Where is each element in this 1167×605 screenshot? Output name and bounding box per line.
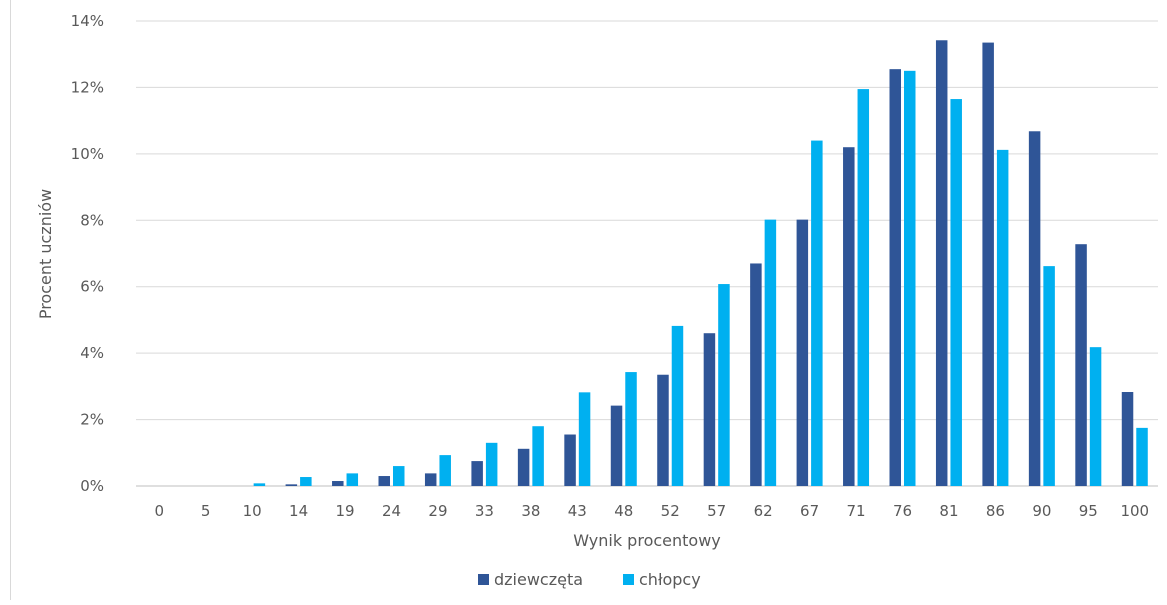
legend: dziewczęta chłopcy <box>478 570 701 589</box>
frame-left-border <box>10 0 11 600</box>
y-tick-label: 12% <box>71 78 104 96</box>
bar-dziewczeta <box>657 374 669 486</box>
y-tick-label: 8% <box>80 211 104 229</box>
x-tick-label: 95 <box>1079 502 1098 520</box>
bar-dziewczeta <box>889 69 901 487</box>
bar-dziewczeta <box>471 461 483 486</box>
bar-chlopcy <box>300 477 312 486</box>
bar-chlopcy <box>904 70 916 487</box>
bar-dziewczeta <box>564 434 576 486</box>
bar-dziewczeta <box>843 147 855 486</box>
bar-dziewczeta <box>1075 244 1087 486</box>
y-tick-label: 0% <box>80 477 104 495</box>
bar-chlopcy <box>950 99 962 486</box>
x-axis-ticks: 0 5 10 14 19 24 29 33 38 43 48 52 57 62 67 71 76 81 86 90 95… <box>154 502 1149 520</box>
x-tick-label: 100 <box>1120 502 1149 520</box>
x-tick-label: 81 <box>939 502 958 520</box>
bars <box>253 40 1148 487</box>
legend-swatch <box>478 574 489 585</box>
bar-dziewczeta <box>750 263 762 486</box>
x-tick-label: 52 <box>661 502 680 520</box>
bar-dziewczeta <box>935 40 948 487</box>
bar-dziewczeta <box>1028 131 1041 486</box>
bar-dziewczeta <box>982 42 994 486</box>
y-axis-title: Procent uczniów <box>36 189 55 319</box>
bar-chlopcy <box>996 149 1009 486</box>
legend-swatch <box>623 574 634 585</box>
x-tick-label: 90 <box>1032 502 1051 520</box>
bar-chlopcy <box>1043 266 1055 486</box>
bar-chlopcy <box>532 426 544 486</box>
legend-label: dziewczęta <box>494 570 583 589</box>
bar-chlopcy <box>393 466 405 486</box>
y-tick-label: 10% <box>71 145 104 163</box>
x-tick-label: 71 <box>846 502 865 520</box>
x-tick-label: 48 <box>614 502 633 520</box>
bar-chlopcy <box>718 284 730 486</box>
bar-chlopcy <box>1136 427 1148 486</box>
x-axis-title: Wynik procentowy <box>573 531 721 550</box>
bar-chlopcy <box>671 325 684 486</box>
bar-chlopcy <box>1089 347 1102 486</box>
x-tick-label: 14 <box>289 502 308 520</box>
x-tick-label: 10 <box>243 502 262 520</box>
legend-label: chłopcy <box>639 570 701 589</box>
x-tick-label: 57 <box>707 502 726 520</box>
bar-chlopcy <box>857 89 870 486</box>
x-tick-label: 0 <box>154 502 164 520</box>
y-tick-label: 2% <box>80 411 104 429</box>
x-tick-label: 76 <box>893 502 912 520</box>
bar-chlopcy <box>485 442 498 486</box>
x-tick-label: 33 <box>475 502 494 520</box>
x-tick-label: 29 <box>428 502 447 520</box>
x-tick-label: 5 <box>201 502 211 520</box>
bar-chlopcy <box>439 455 451 486</box>
x-tick-label: 86 <box>986 502 1005 520</box>
x-tick-label: 24 <box>382 502 401 520</box>
x-tick-label: 43 <box>568 502 587 520</box>
gridlines <box>136 20 1158 487</box>
x-tick-label: 38 <box>521 502 540 520</box>
bar-dziewczeta <box>1121 392 1134 486</box>
bar-dziewczeta <box>332 481 344 486</box>
bar-chlopcy <box>625 372 637 486</box>
bar-dziewczeta <box>610 405 623 486</box>
bar-chlopcy <box>253 483 266 486</box>
bar-dziewczeta <box>796 219 809 486</box>
y-tick-label: 6% <box>80 278 104 296</box>
bar-dziewczeta <box>517 448 530 486</box>
bar-chlopcy <box>346 473 359 486</box>
x-tick-label: 62 <box>754 502 773 520</box>
bar-dziewczeta <box>285 484 298 486</box>
bar-chlopcy <box>764 219 777 486</box>
bar-chlopcy <box>811 140 823 487</box>
bar-chlopcy <box>578 392 591 486</box>
bar-dziewczeta <box>424 473 437 486</box>
y-tick-label: 14% <box>71 12 104 30</box>
x-tick-label: 67 <box>800 502 819 520</box>
y-tick-label: 4% <box>80 344 104 362</box>
bar-dziewczeta <box>703 333 716 486</box>
x-tick-label: 19 <box>335 502 354 520</box>
bar-dziewczeta <box>378 476 390 486</box>
y-axis-ticks: 0% 2% 4% 6% 8% 10% 12% 14% <box>71 12 104 495</box>
